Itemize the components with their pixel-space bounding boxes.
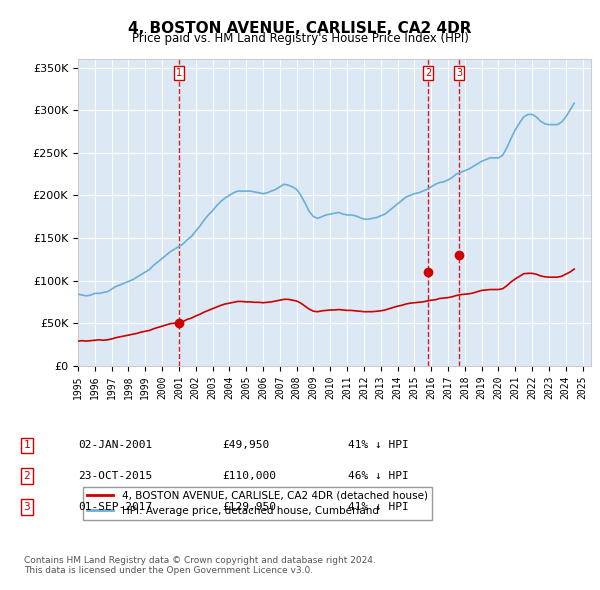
Text: 1: 1 — [176, 68, 182, 78]
Text: 3: 3 — [456, 68, 463, 78]
Text: 46% ↓ HPI: 46% ↓ HPI — [348, 471, 409, 481]
Text: 23-OCT-2015: 23-OCT-2015 — [78, 471, 152, 481]
Text: 3: 3 — [23, 502, 31, 512]
Text: 2: 2 — [23, 471, 31, 481]
Text: 01-SEP-2017: 01-SEP-2017 — [78, 502, 152, 512]
Text: £49,950: £49,950 — [222, 441, 269, 450]
Text: 2: 2 — [425, 68, 431, 78]
Text: £110,000: £110,000 — [222, 471, 276, 481]
Text: 1: 1 — [23, 441, 31, 450]
Text: Price paid vs. HM Land Registry's House Price Index (HPI): Price paid vs. HM Land Registry's House … — [131, 32, 469, 45]
Text: 41% ↓ HPI: 41% ↓ HPI — [348, 502, 409, 512]
Text: 4, BOSTON AVENUE, CARLISLE, CA2 4DR: 4, BOSTON AVENUE, CARLISLE, CA2 4DR — [128, 21, 472, 35]
Text: £129,950: £129,950 — [222, 502, 276, 512]
Text: 02-JAN-2001: 02-JAN-2001 — [78, 441, 152, 450]
Text: Contains HM Land Registry data © Crown copyright and database right 2024.
This d: Contains HM Land Registry data © Crown c… — [24, 556, 376, 575]
Legend: 4, BOSTON AVENUE, CARLISLE, CA2 4DR (detached house), HPI: Average price, detach: 4, BOSTON AVENUE, CARLISLE, CA2 4DR (det… — [83, 487, 432, 520]
Text: 41% ↓ HPI: 41% ↓ HPI — [348, 441, 409, 450]
